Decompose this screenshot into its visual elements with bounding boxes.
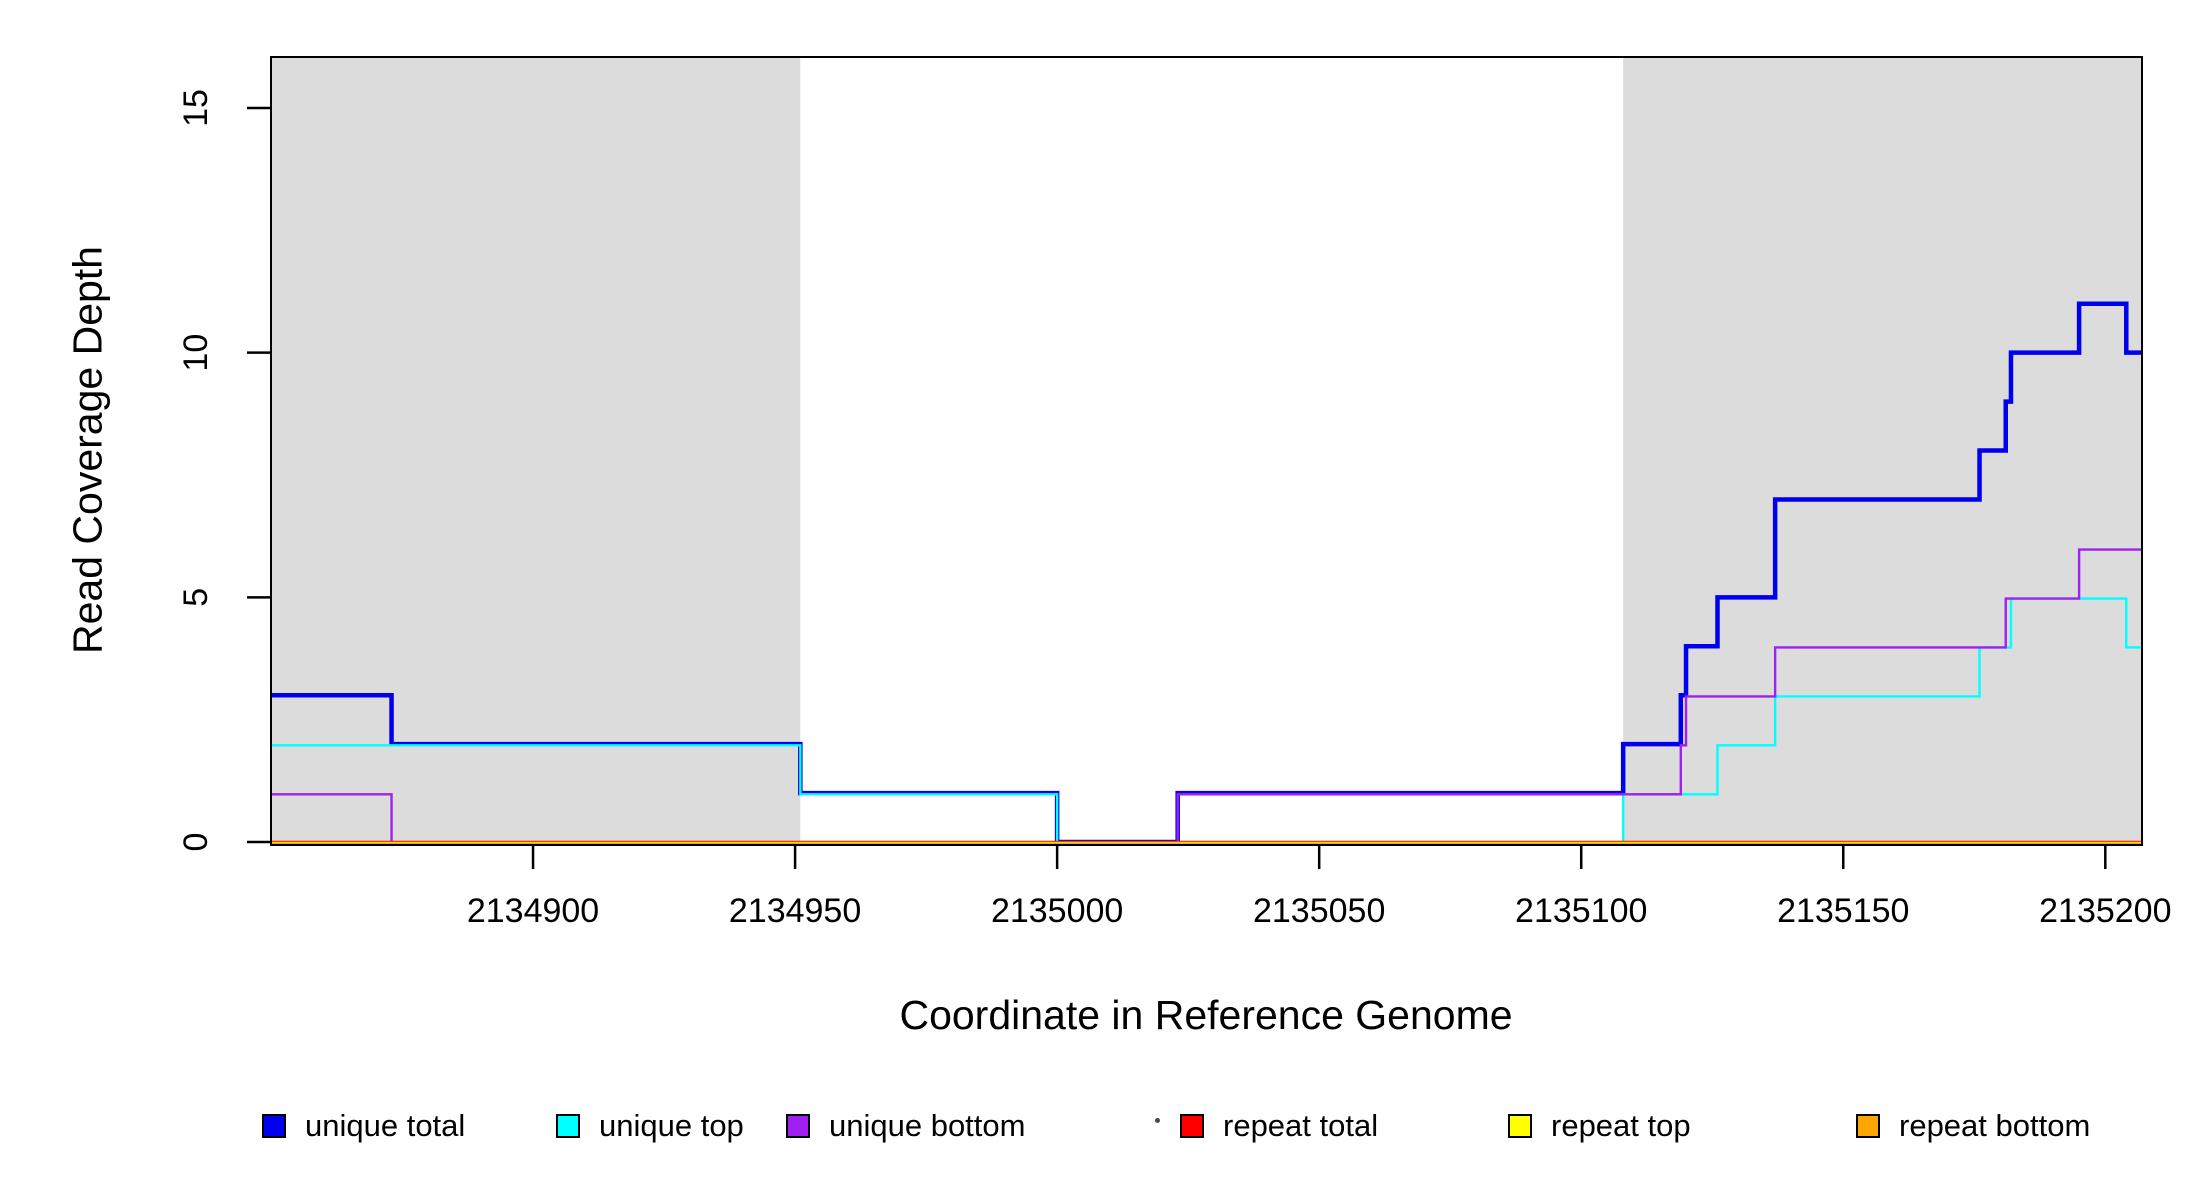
y-tick-label: 0	[177, 833, 215, 852]
legend-item-unique-total: unique total	[262, 1104, 465, 1148]
legend-item-unique-bottom: unique bottom	[786, 1104, 1025, 1148]
legend-label: unique total	[305, 1108, 466, 1143]
x-tick-label: 2134900	[467, 892, 599, 930]
legend-swatch-icon	[786, 1114, 810, 1138]
legend: unique total unique top unique bottom repea…	[0, 1104, 2200, 1148]
legend-swatch-icon	[556, 1114, 580, 1138]
legend-label: repeat bottom	[1899, 1108, 2091, 1143]
y-tick-label: 15	[177, 89, 215, 127]
legend-label: unique top	[599, 1108, 744, 1143]
legend-label: unique bottom	[829, 1108, 1026, 1143]
legend-item-repeat-total: repeat total	[1180, 1104, 1378, 1148]
x-tick-label: 2134950	[729, 892, 861, 930]
legend-label: repeat top	[1551, 1108, 1691, 1143]
legend-item-repeat-bottom: repeat bottom	[1856, 1104, 2090, 1148]
legend-item-repeat-top: repeat top	[1508, 1104, 1691, 1148]
stray-dot	[1155, 1118, 1160, 1123]
plot-frame	[270, 56, 2143, 846]
y-axis-title: Read Coverage Depth	[64, 246, 111, 654]
shaded-region-1	[1623, 57, 2142, 845]
x-tick-label: 2135100	[1515, 892, 1647, 930]
legend-swatch-icon	[1508, 1114, 1532, 1138]
legend-label: repeat total	[1223, 1108, 1379, 1143]
x-axis-title: Coordinate in Reference Genome	[899, 992, 1513, 1038]
shaded-region-0	[271, 57, 801, 845]
legend-swatch-icon	[1180, 1114, 1204, 1138]
y-tick-label: 10	[177, 334, 215, 372]
x-tick-label: 2135050	[1253, 892, 1385, 930]
legend-swatch-icon	[262, 1114, 286, 1138]
x-tick-label: 2135200	[2039, 892, 2171, 930]
x-tick-label: 2135150	[1777, 892, 1909, 930]
y-tick-label: 5	[177, 588, 215, 607]
legend-item-unique-top: unique top	[556, 1104, 744, 1148]
legend-swatch-icon	[1856, 1114, 1880, 1138]
x-tick-label: 2135000	[991, 892, 1123, 930]
